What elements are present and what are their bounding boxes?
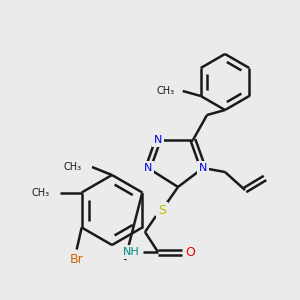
Text: Br: Br	[70, 253, 84, 266]
Text: NH: NH	[123, 247, 140, 257]
Text: CH₃: CH₃	[157, 86, 175, 96]
Text: CH₃: CH₃	[32, 188, 50, 197]
Text: S: S	[158, 203, 166, 217]
Text: N: N	[199, 163, 207, 173]
Text: N: N	[154, 135, 162, 145]
Text: O: O	[185, 245, 195, 259]
Text: CH₃: CH₃	[64, 162, 82, 172]
Text: N: N	[144, 163, 152, 173]
